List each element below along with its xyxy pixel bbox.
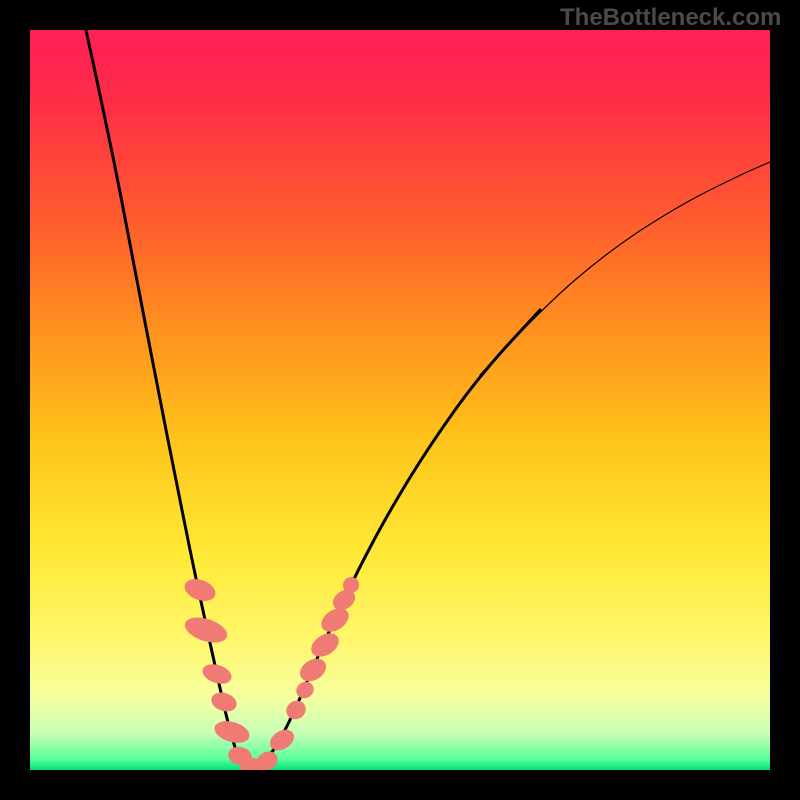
watermark-text: TheBottleneck.com bbox=[560, 4, 781, 32]
bottleneck-curve-main bbox=[86, 30, 540, 769]
plot-area bbox=[30, 30, 770, 770]
chart-outer-frame: TheBottleneck.com bbox=[0, 0, 800, 800]
data-marker bbox=[293, 678, 317, 701]
data-marker bbox=[283, 697, 309, 723]
data-marker bbox=[266, 725, 298, 754]
data-marker bbox=[209, 689, 239, 714]
data-marker bbox=[200, 661, 234, 687]
data-marker bbox=[212, 717, 252, 746]
curve-layer bbox=[30, 30, 770, 770]
bottleneck-curve-taper bbox=[480, 162, 770, 375]
data-marker bbox=[296, 654, 330, 686]
data-marker bbox=[307, 629, 343, 662]
